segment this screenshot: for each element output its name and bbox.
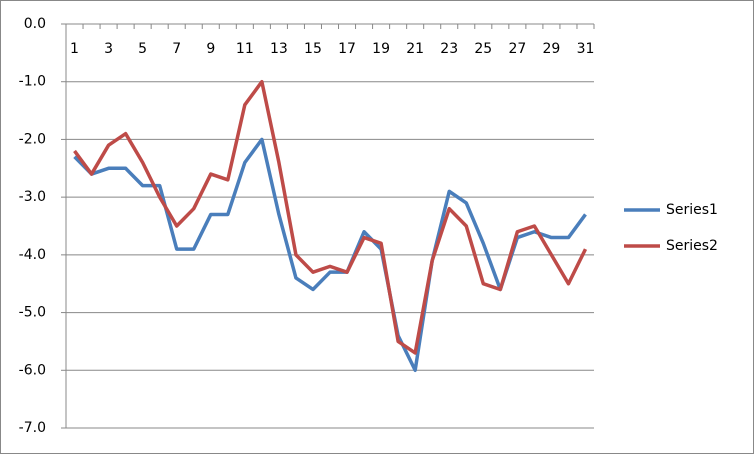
x-tick-label: 27 [508, 41, 526, 57]
x-tick-label: 31 [577, 41, 595, 57]
legend-label: Series2 [666, 238, 718, 254]
x-tick-label: 11 [236, 41, 254, 57]
x-tick-label: 7 [172, 41, 181, 57]
x-tick-label: 15 [304, 41, 322, 57]
legend-label: Series1 [666, 202, 718, 218]
y-tick-label: -1.0 [19, 74, 46, 90]
y-tick-label: -7.0 [19, 420, 46, 436]
x-tick-label: 13 [270, 41, 288, 57]
y-tick-label: 0.0 [24, 16, 46, 32]
x-tick-label: 3 [104, 41, 113, 57]
x-tick-label: 19 [372, 41, 390, 57]
x-tick-label: 9 [206, 41, 215, 57]
y-tick-label: -4.0 [19, 247, 46, 263]
x-tick-label: 1 [70, 41, 79, 57]
x-tick-label: 23 [440, 41, 458, 57]
y-tick-label: -2.0 [19, 131, 46, 147]
x-tick-label: 17 [338, 41, 356, 57]
y-tick-label: -3.0 [19, 189, 46, 205]
x-tick-label: 5 [138, 41, 147, 57]
series-line [73, 79, 588, 355]
x-tick-label: 29 [543, 41, 561, 57]
x-tick-label: 25 [474, 41, 492, 57]
y-tick-label: -6.0 [19, 362, 46, 378]
x-tick-label: 21 [406, 41, 424, 57]
y-tick-label: -5.0 [19, 305, 46, 321]
